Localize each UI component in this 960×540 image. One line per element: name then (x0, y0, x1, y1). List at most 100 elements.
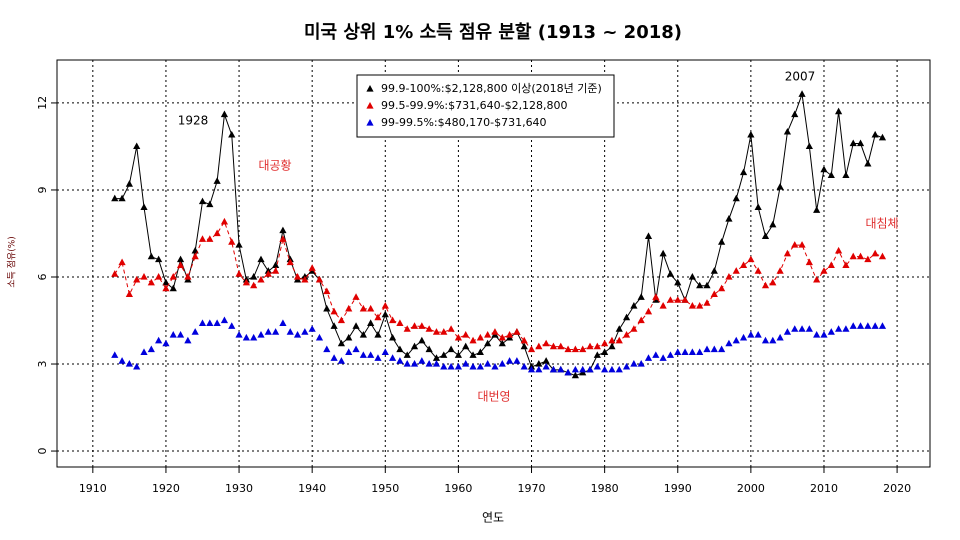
point (813, 206, 821, 213)
point (418, 357, 426, 364)
point (674, 348, 682, 356)
point (783, 328, 792, 335)
point (359, 351, 367, 358)
point (842, 261, 850, 268)
point (323, 345, 331, 353)
point (856, 322, 865, 329)
point (367, 319, 375, 327)
point (425, 325, 433, 332)
point (637, 293, 645, 300)
legend-label: 99-99.5%:$480,170-$731,640 (381, 116, 547, 129)
point (345, 348, 353, 356)
point (725, 214, 733, 222)
point (118, 194, 126, 202)
point (535, 342, 543, 350)
point (878, 322, 887, 329)
point (155, 272, 163, 280)
point (520, 336, 528, 344)
point (761, 281, 770, 289)
point (498, 333, 506, 341)
point (462, 342, 470, 350)
point (769, 336, 777, 344)
point (367, 351, 375, 358)
point (454, 333, 463, 341)
point (250, 281, 258, 289)
point (469, 362, 477, 370)
point (337, 357, 346, 364)
point (754, 203, 762, 210)
point (462, 331, 470, 338)
x-tick-label: 2000 (737, 482, 765, 495)
point (593, 351, 601, 358)
y-tick-label: 0 (36, 448, 49, 455)
point (381, 348, 389, 356)
point (381, 301, 389, 309)
point (835, 246, 843, 254)
point (440, 362, 448, 370)
point (206, 200, 214, 208)
annotation: 대공황 (258, 159, 291, 173)
point (739, 333, 748, 341)
point (410, 342, 419, 350)
point (805, 325, 813, 332)
point (586, 365, 594, 373)
point (272, 267, 280, 274)
point (571, 365, 579, 373)
point (813, 331, 821, 338)
point (644, 307, 653, 315)
point (323, 304, 331, 312)
point (513, 328, 521, 335)
point (257, 255, 265, 263)
point (476, 333, 484, 341)
point (549, 342, 558, 350)
point (352, 322, 360, 329)
point (498, 339, 506, 347)
point (293, 331, 302, 338)
point (856, 139, 865, 147)
point (601, 339, 609, 347)
point (542, 357, 550, 364)
legend: 99.9-100%:$2,128,800 이상(2018년 기준) 99.5-99… (356, 74, 615, 138)
point (527, 365, 536, 373)
point (213, 177, 221, 184)
point (133, 142, 141, 150)
point (162, 278, 170, 286)
point (228, 238, 236, 245)
point (476, 348, 484, 356)
point (564, 345, 572, 353)
point (813, 275, 821, 283)
point (615, 336, 623, 344)
x-tick-label: 1990 (664, 482, 692, 495)
point (608, 342, 616, 350)
point (505, 331, 514, 338)
x-axis-label: 연도 (482, 511, 504, 525)
point (791, 325, 799, 332)
point (184, 336, 192, 344)
point (359, 304, 367, 312)
x-tick-label: 1910 (79, 482, 107, 495)
point (871, 130, 879, 138)
legend-label: 99.9-100%:$2,128,800 이상(2018년 기준) (381, 82, 602, 95)
point (820, 267, 828, 274)
point (513, 357, 521, 364)
point (440, 328, 448, 335)
point (352, 293, 360, 300)
point (725, 339, 733, 347)
point (769, 220, 777, 228)
point (666, 270, 675, 277)
annotation: 대침체 (865, 217, 898, 231)
point (696, 281, 704, 289)
point (484, 360, 492, 367)
point (198, 235, 207, 242)
point (242, 278, 250, 286)
point (864, 159, 872, 167)
point (418, 322, 426, 329)
point (235, 270, 243, 277)
point (674, 296, 682, 303)
point (228, 322, 236, 329)
point (783, 127, 792, 135)
point (432, 360, 441, 367)
point (206, 235, 214, 242)
point (111, 194, 119, 202)
